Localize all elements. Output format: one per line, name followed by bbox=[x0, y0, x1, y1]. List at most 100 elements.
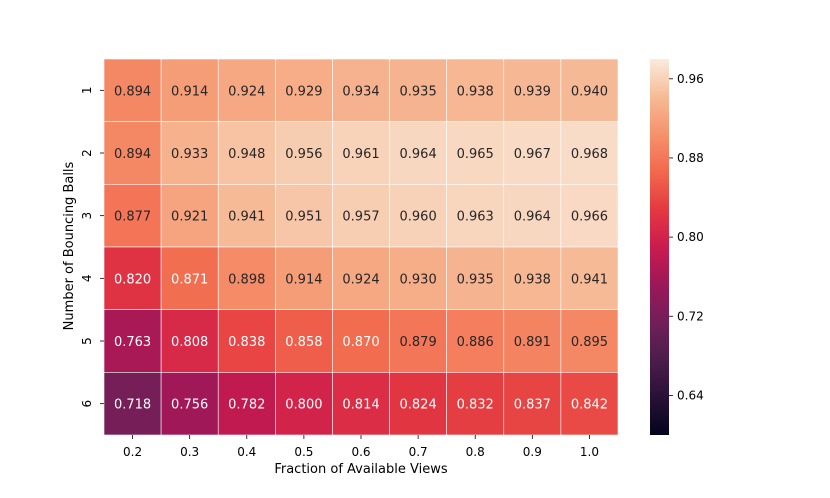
cell-value-label: 0.914 bbox=[171, 84, 208, 99]
heatmap-cell bbox=[160, 184, 219, 248]
y-tick-label: 4 bbox=[80, 275, 94, 283]
cell-value-label: 0.948 bbox=[228, 147, 265, 162]
heatmap-cell bbox=[389, 121, 447, 185]
heatmap-cell bbox=[103, 121, 162, 185]
cell-value-label: 0.939 bbox=[514, 84, 551, 99]
x-tick-label: 0.2 bbox=[123, 445, 142, 459]
y-tick-label: 2 bbox=[80, 149, 94, 157]
cell-value-label: 0.934 bbox=[342, 84, 379, 99]
colorbar-tick-label: 0.88 bbox=[677, 151, 704, 165]
heatmap-cell bbox=[160, 246, 219, 310]
cell-value-label: 0.858 bbox=[285, 335, 322, 350]
heatmap-cell bbox=[560, 309, 619, 373]
x-tick-label: 1.0 bbox=[580, 445, 599, 459]
heatmap-cell bbox=[275, 246, 333, 310]
cell-value-label: 0.898 bbox=[228, 272, 265, 287]
heatmap-cell bbox=[560, 246, 619, 310]
heatmap-cell bbox=[389, 309, 447, 373]
heatmap-cell bbox=[560, 184, 619, 248]
heatmap-cell bbox=[503, 246, 562, 310]
heatmap-cell bbox=[446, 184, 505, 248]
x-tick-label: 0.7 bbox=[409, 445, 428, 459]
heatmap-cell bbox=[217, 309, 276, 373]
colorbar-tick-label: 0.96 bbox=[677, 72, 704, 86]
cell-value-label: 0.960 bbox=[400, 210, 437, 225]
cell-value-label: 0.941 bbox=[228, 210, 265, 225]
heatmap-cell bbox=[503, 121, 562, 185]
x-tick-label: 0.3 bbox=[180, 445, 199, 459]
cell-value-label: 0.894 bbox=[114, 147, 151, 162]
heatmap-cell bbox=[160, 372, 219, 436]
cell-value-label: 0.921 bbox=[171, 210, 208, 225]
cell-value-label: 0.886 bbox=[457, 335, 494, 350]
cell-value-label: 0.924 bbox=[342, 272, 379, 287]
cell-value-label: 0.842 bbox=[571, 398, 608, 413]
cell-value-label: 0.940 bbox=[571, 84, 608, 99]
heatmap-cell bbox=[160, 58, 219, 122]
cell-value-label: 0.964 bbox=[514, 210, 551, 225]
x-tick-label: 0.4 bbox=[237, 445, 256, 459]
heatmap-cell bbox=[103, 372, 162, 436]
cell-value-label: 0.933 bbox=[171, 147, 208, 162]
heatmap-cell bbox=[275, 372, 333, 436]
heatmap-cell bbox=[389, 58, 447, 122]
heatmap-cell bbox=[332, 184, 390, 248]
cell-value-label: 0.718 bbox=[114, 398, 151, 413]
heatmap-cell bbox=[275, 309, 333, 373]
y-axis-label: Number of Bouncing Balls bbox=[62, 161, 77, 330]
cell-value-label: 0.924 bbox=[228, 84, 265, 99]
cell-value-label: 0.929 bbox=[285, 84, 322, 99]
colorbar: 0.64 0.72 0.80 0.88 0.96 bbox=[650, 59, 704, 435]
colorbar-tick-label: 0.80 bbox=[677, 230, 704, 244]
y-tick-label: 1 bbox=[80, 87, 94, 95]
heatmap-cell bbox=[560, 372, 619, 436]
heatmap-cell bbox=[275, 58, 333, 122]
heatmap-cell bbox=[103, 58, 162, 122]
cell-value-label: 0.951 bbox=[285, 210, 322, 225]
cell-value-label: 0.961 bbox=[342, 147, 379, 162]
cell-value-label: 0.941 bbox=[571, 272, 608, 287]
cell-value-label: 0.824 bbox=[400, 398, 437, 413]
heatmap-cell bbox=[217, 184, 276, 248]
cell-value-label: 0.894 bbox=[114, 84, 151, 99]
cell-value-label: 0.965 bbox=[457, 147, 494, 162]
cell-value-label: 0.832 bbox=[457, 398, 494, 413]
y-tick-label: 3 bbox=[80, 212, 94, 220]
heatmap-cell bbox=[217, 58, 276, 122]
heatmap-cell bbox=[103, 246, 162, 310]
heatmap-cell bbox=[217, 121, 276, 185]
heatmap-cell bbox=[160, 309, 219, 373]
cell-value-label: 0.763 bbox=[114, 335, 151, 350]
colorbar-tick-label: 0.72 bbox=[677, 309, 704, 323]
heatmap-cell bbox=[503, 58, 562, 122]
cell-value-label: 0.870 bbox=[342, 335, 379, 350]
cell-value-label: 0.895 bbox=[571, 335, 608, 350]
heatmap-cell bbox=[275, 121, 333, 185]
cell-value-label: 0.914 bbox=[285, 272, 322, 287]
heatmap-cell bbox=[446, 309, 505, 373]
cell-value-label: 0.957 bbox=[342, 210, 379, 225]
heatmap-cell bbox=[332, 121, 390, 185]
x-axis: 0.2 0.3 0.4 0.5 0.6 0.7 0.8 0.9 1.0 bbox=[123, 435, 599, 459]
heatmap-cell bbox=[217, 372, 276, 436]
cell-value-label: 0.935 bbox=[400, 84, 437, 99]
heatmap-cell bbox=[103, 184, 162, 248]
cell-value-label: 0.800 bbox=[285, 398, 322, 413]
cell-value-label: 0.966 bbox=[571, 210, 608, 225]
cell-value-label: 0.956 bbox=[285, 147, 322, 162]
heatmap-cell bbox=[560, 121, 619, 185]
x-axis-label: Fraction of Available Views bbox=[274, 462, 448, 477]
cell-value-label: 0.877 bbox=[114, 210, 151, 225]
heatmap-cell bbox=[332, 372, 390, 436]
cell-value-label: 0.938 bbox=[457, 84, 494, 99]
heatmap-cell bbox=[503, 372, 562, 436]
cell-value-label: 0.938 bbox=[514, 272, 551, 287]
cell-value-label: 0.814 bbox=[342, 398, 379, 413]
cell-value-label: 0.837 bbox=[514, 398, 551, 413]
colorbar-tick-label: 0.64 bbox=[677, 388, 704, 402]
cell-value-label: 0.930 bbox=[400, 272, 437, 287]
cell-value-label: 0.891 bbox=[514, 335, 551, 350]
colorbar-gradient bbox=[650, 59, 669, 435]
heatmap-cell bbox=[446, 121, 505, 185]
cell-value-label: 0.967 bbox=[514, 147, 551, 162]
